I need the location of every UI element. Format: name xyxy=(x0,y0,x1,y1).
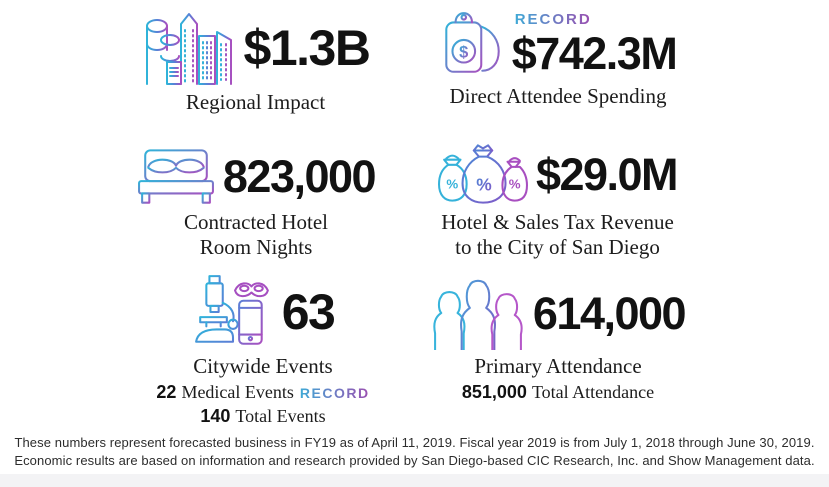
people-group-icon xyxy=(433,279,523,350)
stat-label-line2: Room Nights xyxy=(199,235,313,260)
total-events-text: Total Events xyxy=(235,406,326,427)
footnote-line2: Economic results are based on informatio… xyxy=(14,453,815,469)
svg-text:%: % xyxy=(476,174,491,194)
record-badge: RECORD xyxy=(514,10,592,28)
medical-events-text: Medical Events xyxy=(181,382,294,403)
city-skyline-icon xyxy=(145,13,232,85)
footnote-line1: These numbers represent forecasted busin… xyxy=(14,435,815,450)
stat-tax-revenue: % % % $29.0M Hotel & Sales Tax Revenue t… xyxy=(405,142,710,260)
stat-label: Regional Impact xyxy=(185,90,326,114)
stat-label-line1: Hotel & Sales Tax Revenue xyxy=(441,210,674,234)
shopping-bag-dollar-icon: $ xyxy=(444,12,500,73)
microscope-mask-phone-icon xyxy=(194,275,269,345)
total-attendance-count: 851,000 xyxy=(461,382,527,403)
stat-label-line1: Contracted Hotel xyxy=(183,210,329,234)
stat-label-line2: to the City of San Diego xyxy=(455,235,660,260)
stat-citywide-events: 63 Citywide Events 22 Medical Events RECOR… xyxy=(118,274,408,427)
stat-regional-impact: $1.3B Regional Impact xyxy=(118,10,393,115)
stat-value: $742.3M xyxy=(511,27,678,79)
bottom-strip xyxy=(0,474,829,487)
svg-text:$: $ xyxy=(459,43,468,61)
stat-value: 823,000 xyxy=(222,150,377,202)
record-badge: RECORD xyxy=(299,385,370,402)
stat-value: 63 xyxy=(281,284,336,340)
total-events-count: 140 xyxy=(200,406,231,427)
stat-label: Direct Attendee Spending xyxy=(449,84,667,108)
stat-value: $29.0M xyxy=(535,148,679,200)
stat-label: Citywide Events xyxy=(193,354,333,378)
svg-text:%: % xyxy=(446,176,458,191)
svg-text:%: % xyxy=(509,176,521,191)
money-bags-percent-icon: % % % xyxy=(437,144,528,204)
subline-medical-events: 22 Medical Events RECORD xyxy=(118,382,408,403)
footnote: These numbers represent forecasted busin… xyxy=(0,434,829,470)
stat-primary-attendance: 614,000 Primary Attendance 851,000 Total … xyxy=(408,276,708,403)
stat-hotel-room-nights: 823,000 Contracted Hotel Room Nights xyxy=(116,146,396,260)
medical-events-count: 22 xyxy=(156,382,177,403)
stat-label: Primary Attendance xyxy=(474,354,642,378)
subline-total-events: 140 Total Events xyxy=(118,406,408,427)
subline-total-attendance: 851,000 Total Attendance xyxy=(408,382,708,403)
total-attendance-text: Total Attendance xyxy=(531,382,655,403)
bed-icon xyxy=(137,149,214,204)
stat-value: $1.3B xyxy=(243,20,371,76)
stat-value: 614,000 xyxy=(532,287,687,339)
stat-direct-attendee-spending: $ RECORD $742.3M Direct Attendee Spendin… xyxy=(418,6,698,109)
